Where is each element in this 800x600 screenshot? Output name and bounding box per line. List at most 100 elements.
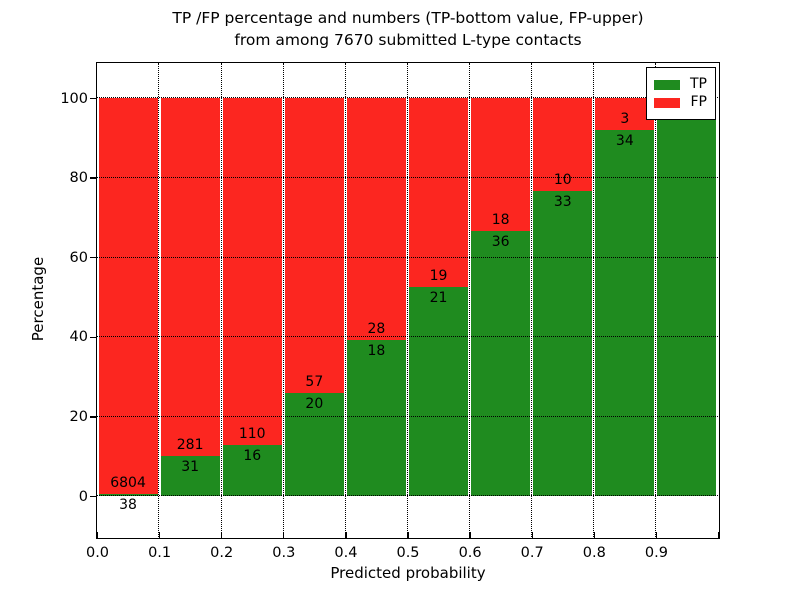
h-gridline <box>97 495 718 497</box>
tp-count-label: 36 <box>491 233 510 250</box>
y-tick-label: 100 <box>60 90 88 107</box>
v-gridline <box>468 63 470 537</box>
legend-swatch-fp <box>654 97 680 108</box>
y-axis-label: Percentage <box>29 256 47 342</box>
fp-count-label: 110 <box>238 426 266 443</box>
tp-bar-segment <box>346 340 406 496</box>
x-tick-mark <box>221 531 223 538</box>
x-tick-label: 0.7 <box>520 545 544 561</box>
v-gridline <box>406 63 408 537</box>
legend-swatch-tp <box>654 79 680 90</box>
v-gridline <box>158 63 160 537</box>
legend-label: TP <box>690 76 707 92</box>
v-gridline <box>282 63 284 537</box>
x-tick-mark <box>531 531 533 538</box>
y-tick-mark <box>90 495 96 498</box>
x-tick-mark <box>283 531 285 538</box>
x-tick-label: 0.5 <box>396 545 420 561</box>
y-tick-label: 40 <box>69 329 88 346</box>
h-gridline <box>97 176 718 178</box>
y-tick-label: 80 <box>69 170 88 187</box>
v-gridline <box>344 63 346 537</box>
tp-bar-segment <box>471 230 531 496</box>
chart-title-line-1: TP /FP percentage and numbers (TP-bottom… <box>172 9 644 27</box>
v-gridline <box>220 63 222 537</box>
y-tick-label: 20 <box>69 408 88 425</box>
x-tick-mark <box>345 531 347 538</box>
fp-bar-segment <box>284 98 344 393</box>
fp-count-label: 281 <box>176 437 204 454</box>
fp-bar-segment <box>346 98 406 341</box>
gridlines-layer <box>97 63 719 538</box>
fp-count-label: 19 <box>429 268 448 285</box>
tp-bar-segment <box>409 287 469 496</box>
x-tick-label: 0.3 <box>272 545 296 561</box>
v-gridline <box>655 63 657 537</box>
x-tick-mark <box>717 531 720 538</box>
y-tick-label: 60 <box>69 249 88 266</box>
tp-count-label: 33 <box>553 193 572 210</box>
x-tick-label: 0.1 <box>148 545 172 561</box>
bar-count-labels-layer: 6804382813111016572028181921183610333349… <box>97 63 719 538</box>
fp-bar-segment <box>533 98 593 191</box>
bars-layer <box>97 63 719 538</box>
tp-bar-segment <box>160 456 220 496</box>
x-tick-label: 0.8 <box>582 545 606 561</box>
x-tick-mark <box>158 531 161 538</box>
tp-bar-segment <box>657 98 717 496</box>
h-gridline <box>97 336 718 338</box>
fp-count-label: 6804 <box>110 474 146 491</box>
tp-bar-segment <box>595 130 655 496</box>
tp-bar-segment <box>98 493 158 496</box>
v-gridline <box>531 63 532 537</box>
y-tick-label: 0 <box>78 488 88 505</box>
h-gridline <box>97 415 718 417</box>
legend-item: FP <box>654 95 707 110</box>
fp-count-label: 57 <box>305 373 324 390</box>
x-tick-label: 0.6 <box>458 545 482 561</box>
tp-count-label: 18 <box>367 343 386 360</box>
x-tick-label: 0.0 <box>85 545 110 561</box>
fp-bar-segment <box>160 98 220 457</box>
fp-count-label: 3 <box>620 111 630 128</box>
tp-count-label: 20 <box>305 395 324 412</box>
fp-bar-segment <box>595 98 655 131</box>
tp-bar-segment <box>533 190 593 496</box>
y-tick-mark <box>90 177 96 179</box>
tp-count-label: 38 <box>119 496 137 513</box>
y-tick-mark <box>90 97 96 100</box>
x-tick-mark <box>469 531 471 538</box>
x-tick-label: 0.9 <box>644 545 668 561</box>
x-tick-mark <box>593 531 595 538</box>
x-tick-mark <box>407 531 409 538</box>
tp-bar-segment <box>222 445 282 496</box>
tp-count-label: 21 <box>429 290 448 307</box>
h-gridline <box>97 97 718 99</box>
x-tick-mark <box>655 531 658 538</box>
x-axis-label: Predicted probability <box>330 564 486 582</box>
h-gridline <box>97 256 718 258</box>
x-tick-label: 0.4 <box>334 545 358 561</box>
legend: TP FP <box>646 67 716 120</box>
y-tick-mark <box>90 257 96 259</box>
fp-count-label: 10 <box>553 171 572 188</box>
y-tick-mark <box>90 416 96 418</box>
legend-label: FP <box>690 94 708 110</box>
tp-count-label: 16 <box>243 448 262 465</box>
x-tick-label: 0.2 <box>210 545 234 561</box>
x-tick-mark <box>96 531 99 538</box>
fp-count-label: 18 <box>491 211 510 228</box>
fp-count-label: 28 <box>367 321 386 338</box>
fp-bar-segment <box>471 98 531 231</box>
y-tick-mark <box>90 336 96 338</box>
fp-bar-segment <box>222 98 282 446</box>
fp-bar-segment <box>98 98 158 494</box>
tp-bar-segment <box>284 392 344 496</box>
tp-count-label: 31 <box>181 459 200 476</box>
chart-title-line-2: from among 7670 submitted L-type contact… <box>234 31 582 49</box>
legend-item: TP <box>654 77 707 92</box>
v-gridline <box>593 63 595 537</box>
plot-area: 6804382813111016572028181921183610333349… <box>96 62 720 539</box>
fp-bar-segment <box>409 98 469 288</box>
